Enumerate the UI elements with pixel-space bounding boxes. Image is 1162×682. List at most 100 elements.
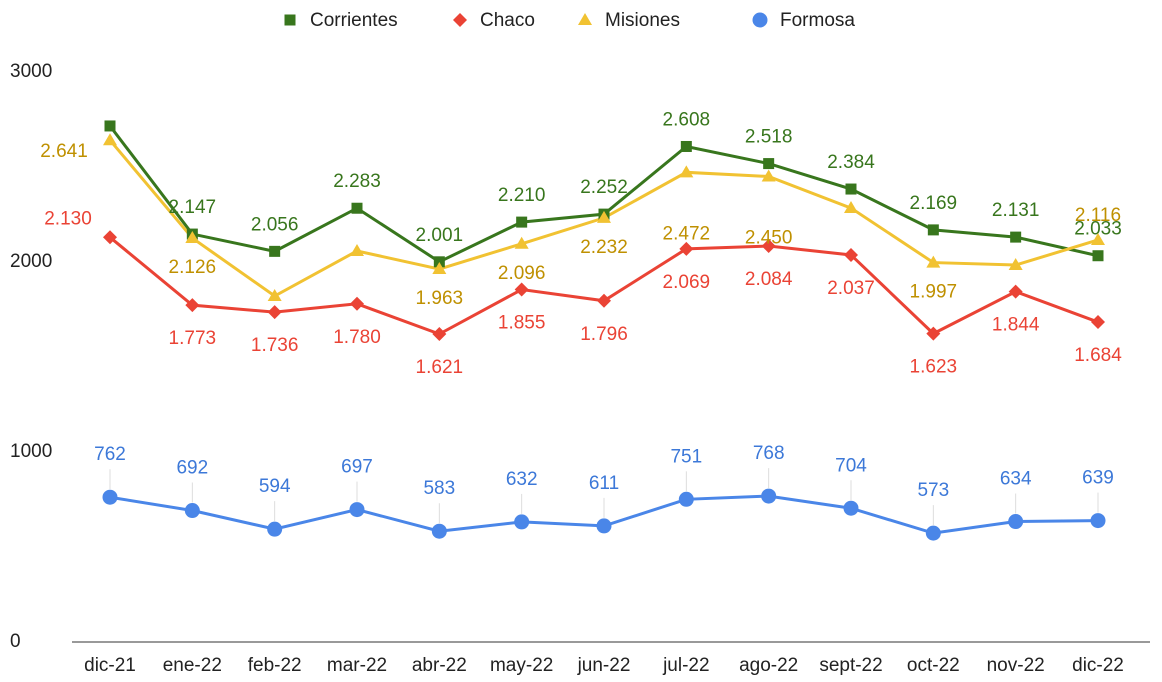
data-label: 1.780 bbox=[333, 327, 381, 348]
data-label: 2.033 bbox=[1074, 219, 1122, 240]
x-tick-label: abr-22 bbox=[412, 655, 467, 676]
marker bbox=[432, 327, 447, 342]
marker bbox=[597, 293, 611, 308]
data-label: 2.450 bbox=[745, 228, 793, 249]
marker bbox=[1091, 232, 1105, 245]
data-label: 2.472 bbox=[663, 223, 711, 244]
x-tick-label: jul-22 bbox=[662, 655, 709, 676]
data-label: 697 bbox=[341, 457, 373, 478]
marker bbox=[267, 521, 283, 537]
marker bbox=[679, 165, 694, 178]
data-label: 634 bbox=[1000, 469, 1032, 490]
marker bbox=[596, 518, 612, 534]
x-tick-label: mar-22 bbox=[327, 655, 387, 676]
x-tick-label: feb-22 bbox=[248, 655, 302, 676]
data-label: 2.283 bbox=[333, 171, 381, 192]
data-label: 1.796 bbox=[580, 324, 628, 345]
x-tick-label: nov-22 bbox=[987, 655, 1045, 676]
marker bbox=[844, 247, 858, 262]
marker bbox=[184, 503, 200, 519]
data-label: 768 bbox=[753, 443, 785, 464]
marker bbox=[284, 14, 296, 26]
marker bbox=[926, 255, 941, 268]
data-label: 594 bbox=[259, 476, 291, 497]
legend-label: Formosa bbox=[780, 10, 855, 31]
marker bbox=[433, 256, 445, 268]
marker bbox=[578, 13, 592, 25]
data-label: 2.232 bbox=[580, 237, 628, 258]
marker bbox=[680, 140, 692, 152]
marker bbox=[514, 236, 529, 249]
data-label: 1.844 bbox=[992, 315, 1040, 336]
data-label: 2.084 bbox=[745, 269, 793, 290]
marker bbox=[104, 120, 116, 132]
marker bbox=[185, 231, 200, 244]
data-label: 1.684 bbox=[1074, 345, 1122, 366]
data-label: 1.773 bbox=[169, 328, 217, 349]
marker bbox=[103, 133, 117, 146]
data-label: 751 bbox=[670, 446, 702, 467]
marker bbox=[432, 262, 447, 275]
x-tick-label: dic-21 bbox=[84, 655, 136, 676]
marker bbox=[763, 158, 775, 170]
marker bbox=[350, 296, 364, 311]
x-tick-label: ene-22 bbox=[163, 655, 222, 676]
data-label: 2.069 bbox=[663, 272, 711, 293]
data-label: 2.131 bbox=[992, 200, 1040, 221]
marker bbox=[761, 488, 777, 504]
data-label: 2.518 bbox=[745, 127, 793, 148]
marker bbox=[761, 169, 776, 182]
x-tick-label: ago-22 bbox=[739, 655, 798, 676]
y-tick-label: 2000 bbox=[10, 251, 52, 272]
data-label: 2.169 bbox=[910, 193, 958, 214]
marker bbox=[926, 326, 941, 341]
x-tick-label: oct-22 bbox=[907, 655, 960, 676]
marker bbox=[267, 305, 282, 320]
data-label: 2.210 bbox=[498, 185, 546, 206]
marker bbox=[1090, 513, 1106, 529]
marker bbox=[431, 523, 447, 539]
marker bbox=[752, 12, 768, 28]
marker bbox=[514, 514, 530, 530]
data-label: 583 bbox=[423, 478, 455, 499]
data-label: 2.384 bbox=[827, 152, 875, 173]
marker bbox=[1092, 250, 1104, 262]
data-label: 1.621 bbox=[416, 357, 464, 378]
marker bbox=[843, 500, 859, 516]
x-tick-label: jun-22 bbox=[577, 655, 631, 676]
data-label: 2.096 bbox=[498, 263, 546, 284]
data-label: 1.855 bbox=[498, 313, 546, 334]
marker bbox=[350, 243, 364, 256]
marker bbox=[925, 525, 941, 541]
data-label: 2.056 bbox=[251, 214, 299, 235]
data-label: 2.641 bbox=[40, 141, 88, 162]
marker bbox=[678, 491, 694, 507]
x-tick-label: may-22 bbox=[490, 655, 553, 676]
data-label: 1.736 bbox=[251, 335, 299, 356]
y-tick-label: 3000 bbox=[10, 61, 52, 82]
marker bbox=[679, 241, 694, 256]
legend-label: Chaco bbox=[480, 10, 535, 31]
data-label: 704 bbox=[835, 455, 867, 476]
y-tick-label: 1000 bbox=[10, 441, 52, 462]
data-label: 632 bbox=[506, 469, 538, 490]
legend-label: Misiones bbox=[605, 10, 680, 31]
marker bbox=[514, 282, 529, 297]
data-label: 1.623 bbox=[910, 357, 958, 378]
marker bbox=[597, 210, 611, 223]
y-tick-label: 0 bbox=[10, 631, 21, 652]
marker bbox=[1008, 514, 1024, 530]
marker bbox=[453, 13, 467, 27]
marker bbox=[351, 202, 363, 214]
data-label: 1.997 bbox=[910, 282, 958, 303]
legend-label: Corrientes bbox=[310, 10, 398, 31]
marker bbox=[349, 502, 365, 518]
marker bbox=[103, 230, 117, 245]
marker bbox=[1008, 284, 1023, 299]
marker bbox=[761, 239, 776, 254]
data-label: 2.037 bbox=[827, 278, 875, 299]
data-label: 639 bbox=[1082, 468, 1114, 489]
data-label: 692 bbox=[176, 458, 208, 479]
marker bbox=[102, 489, 118, 505]
